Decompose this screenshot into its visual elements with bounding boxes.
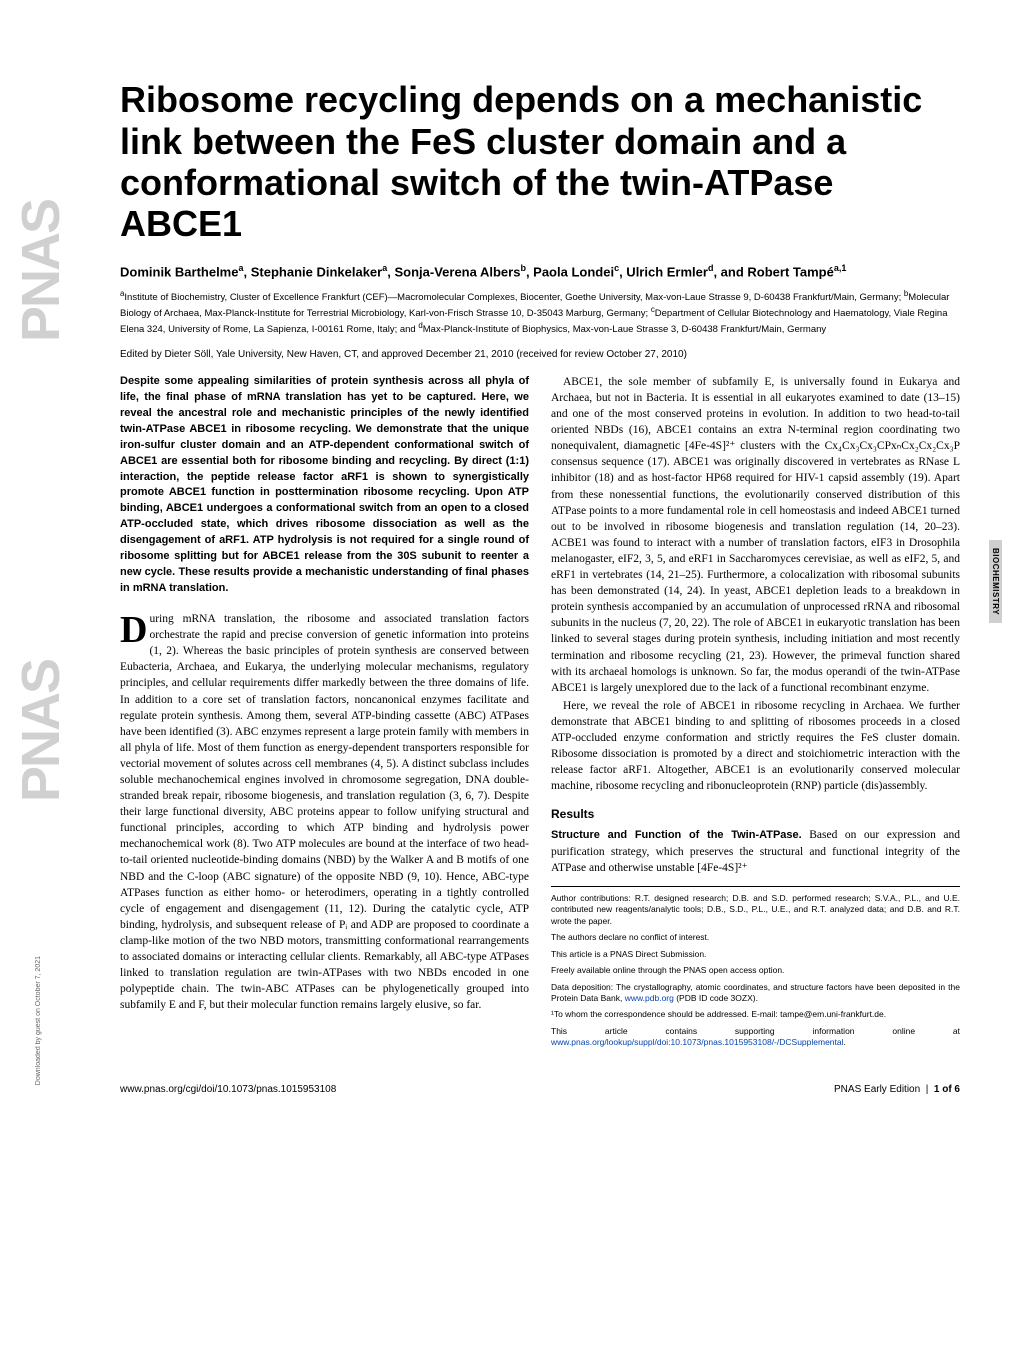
section-tab: BIOCHEMISTRY bbox=[989, 540, 1002, 623]
footnote-si-text-a: This article contains supporting informa… bbox=[551, 1026, 960, 1036]
footer-page-number: PNAS Early Edition | 1 of 6 bbox=[834, 1084, 960, 1095]
right-column: ABCE1, the sole member of subfamily E, i… bbox=[551, 374, 960, 1054]
edited-by-line: Edited by Dieter Söll, Yale University, … bbox=[120, 349, 960, 360]
page-footer: www.pnas.org/cgi/doi/10.1073/pnas.101595… bbox=[120, 1084, 960, 1095]
two-column-body: Despite some appealing similarities of p… bbox=[120, 374, 960, 1054]
body-right-p1: ABCE1, the sole member of subfamily E, i… bbox=[551, 374, 960, 696]
body-left-p1: During mRNA translation, the ribosome an… bbox=[120, 611, 529, 1013]
footnote-data-deposition: Data deposition: The crystallography, at… bbox=[551, 982, 960, 1005]
abstract: Despite some appealing similarities of p… bbox=[120, 374, 529, 597]
footnote-si-text-b: . bbox=[844, 1037, 846, 1047]
pdb-link[interactable]: www.pdb.org bbox=[625, 993, 674, 1003]
author-list: Dominik Barthelmea, Stephanie Dinkelaker… bbox=[120, 263, 960, 279]
pnas-logo-sidebar-top: PNAS bbox=[10, 200, 72, 342]
results-heading: Results bbox=[551, 806, 960, 823]
footnote-supporting-info: This article contains supporting informa… bbox=[551, 1026, 960, 1049]
footnote-correspondence: ¹To whom the correspondence should be ad… bbox=[551, 1009, 960, 1020]
footnotes-block: Author contributions: R.T. designed rese… bbox=[551, 886, 960, 1049]
supplemental-link[interactable]: www.pnas.org/lookup/suppl/doi:10.1073/pn… bbox=[551, 1037, 844, 1047]
footnote-open-access: Freely available online through the PNAS… bbox=[551, 965, 960, 976]
footnote-data-dep-text-b: (PDB ID code 3OZX). bbox=[674, 993, 758, 1003]
results-first-para: Structure and Function of the Twin-ATPas… bbox=[551, 827, 960, 876]
affiliations: aInstitute of Biochemistry, Cluster of E… bbox=[120, 289, 960, 337]
footnote-direct-sub: This article is a PNAS Direct Submission… bbox=[551, 949, 960, 960]
article-title: Ribosome recycling depends on a mechanis… bbox=[120, 79, 960, 245]
footer-doi: www.pnas.org/cgi/doi/10.1073/pnas.101595… bbox=[120, 1084, 336, 1095]
download-note: Downloaded by guest on October 7, 2021 bbox=[35, 956, 42, 1085]
left-column: Despite some appealing similarities of p… bbox=[120, 374, 529, 1054]
results-subheading: Structure and Function of the Twin-ATPas… bbox=[551, 829, 802, 841]
footnote-author-contrib: Author contributions: R.T. designed rese… bbox=[551, 893, 960, 927]
pnas-logo-sidebar-bottom: PNAS bbox=[10, 660, 72, 802]
page-container: PNAS PNAS BIOCHEMISTRY Ribosome recyclin… bbox=[0, 0, 1020, 1135]
footnote-conflict: The authors declare no conflict of inter… bbox=[551, 932, 960, 943]
body-right-p2: Here, we reveal the role of ABCE1 in rib… bbox=[551, 698, 960, 795]
